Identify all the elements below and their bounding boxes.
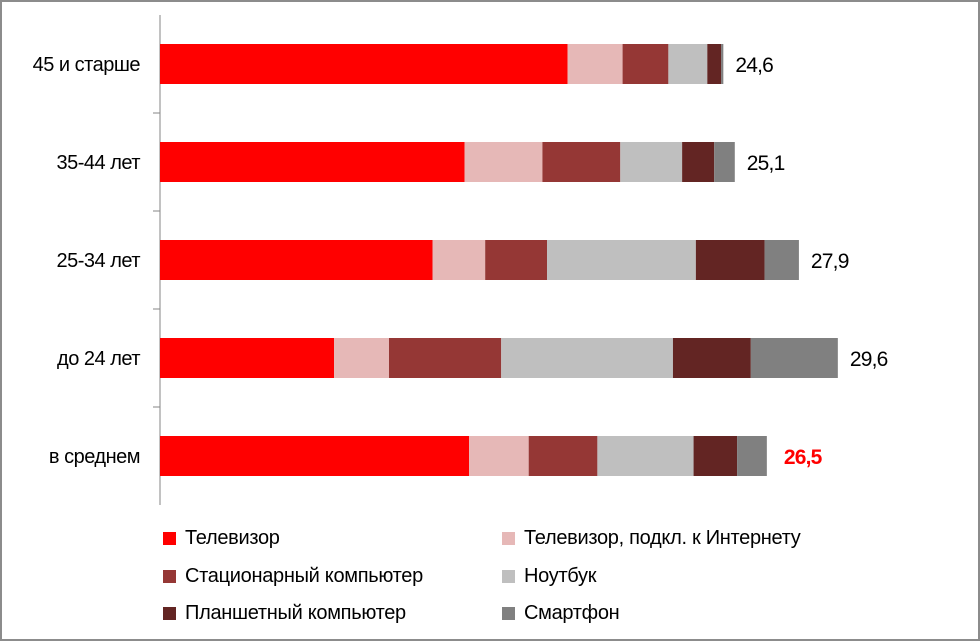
- bar-segment: [682, 142, 715, 182]
- bar-segment: [464, 142, 543, 182]
- legend-item: Телевизор, подкл. к Интернету: [502, 527, 801, 550]
- legend-label: Планшетный компьютер: [185, 602, 406, 624]
- legend-label: Телевизор, подкл. к Интернету: [524, 527, 801, 549]
- bar-segment: [668, 44, 708, 84]
- bar-segment: [528, 436, 598, 476]
- legend-label: Телевизор: [185, 527, 280, 549]
- bar-segment: [160, 142, 465, 182]
- bar-segment: [721, 44, 724, 84]
- bar-segment: [597, 436, 694, 476]
- legend-swatch: [502, 532, 515, 545]
- bar-segment: [469, 436, 529, 476]
- category-label: 35-44 лет: [57, 152, 141, 174]
- total-label: 26,5: [784, 446, 823, 469]
- bar-segment: [764, 240, 799, 280]
- legend-swatch: [163, 570, 176, 583]
- legend-swatch: [502, 607, 515, 620]
- legend-item: Телевизор: [163, 527, 280, 550]
- category-label: в среднем: [49, 446, 140, 468]
- bar-segment: [750, 338, 838, 378]
- bar-segment: [547, 240, 696, 280]
- bar-segment: [432, 240, 486, 280]
- bar-segment: [693, 436, 738, 476]
- total-label: 29,6: [850, 348, 888, 371]
- legend-item: Ноутбук: [502, 565, 596, 588]
- bar-segment: [707, 44, 722, 84]
- total-label: 27,9: [811, 250, 849, 273]
- legend-label: Смартфон: [524, 602, 620, 624]
- legend-item: Смартфон: [502, 602, 620, 625]
- bar-segment: [160, 338, 335, 378]
- bar-segment: [620, 142, 683, 182]
- bar-segment: [485, 240, 548, 280]
- bar-segment: [622, 44, 669, 84]
- bar-segment: [501, 338, 673, 378]
- total-label: 25,1: [747, 152, 785, 175]
- bar-segment: [714, 142, 735, 182]
- bar-segment: [160, 240, 433, 280]
- category-label: 45 и старше: [33, 54, 141, 76]
- bar-segment: [542, 142, 621, 182]
- legend-label: Ноутбук: [524, 565, 597, 587]
- category-label: 25-34 лет: [57, 250, 141, 272]
- bar-segment: [160, 436, 470, 476]
- bar-segment: [389, 338, 502, 378]
- legend-swatch: [163, 607, 176, 620]
- category-label: до 24 лет: [57, 348, 140, 370]
- legend-label: Стационарный компьютер: [185, 565, 423, 587]
- bar-segment: [672, 338, 751, 378]
- total-label: 24,6: [735, 54, 773, 77]
- bar-segment: [334, 338, 389, 378]
- bar-segment: [160, 44, 568, 84]
- legend-item: Стационарный компьютер: [163, 565, 423, 588]
- legend-swatch: [502, 570, 515, 583]
- legend-item: Планшетный компьютер: [163, 602, 406, 625]
- bar-segment: [567, 44, 623, 84]
- legend-swatch: [163, 532, 176, 545]
- bar-segment: [737, 436, 767, 476]
- bar-segment: [695, 240, 765, 280]
